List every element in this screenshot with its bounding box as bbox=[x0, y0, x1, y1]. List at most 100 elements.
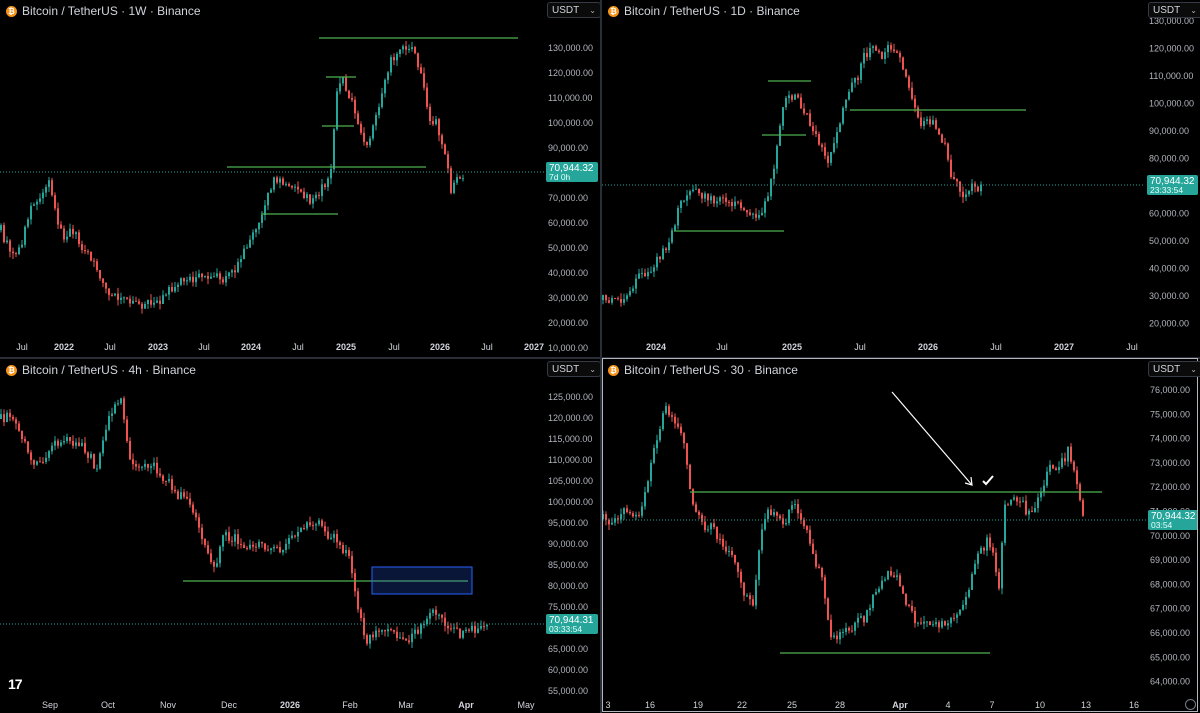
candle-body bbox=[45, 186, 47, 193]
candle-body bbox=[899, 575, 901, 587]
candle-body bbox=[456, 177, 458, 183]
chart-plot-1d[interactable]: 130,000.00 120,000.00 110,000.00 100,000.00… bbox=[602, 0, 1200, 357]
pane-divider-horizontal[interactable] bbox=[0, 357, 1200, 359]
symbol-header[interactable]: ₿ Bitcoin / TetherUS · 4h · Binance bbox=[6, 362, 196, 378]
symbol-header[interactable]: ₿ Bitcoin / TetherUS · 1D · Binance bbox=[608, 3, 800, 19]
candle-body bbox=[845, 627, 847, 632]
chevron-down-icon: ⌄ bbox=[1190, 5, 1197, 15]
candle-body bbox=[710, 523, 712, 530]
candle-body bbox=[15, 419, 17, 424]
x-axis-tick-label: 19 bbox=[693, 700, 703, 710]
candle-body bbox=[93, 454, 95, 469]
candle-body bbox=[414, 47, 416, 54]
candle-body bbox=[902, 57, 904, 70]
chart-plot-30m[interactable]: 76,000.00 75,000.00 74,000.00 73,000.00 72,0… bbox=[602, 359, 1200, 713]
price-tag bbox=[1147, 175, 1198, 195]
candle-body bbox=[174, 286, 176, 292]
currency-selector[interactable]: USDT ⌄ bbox=[547, 2, 600, 18]
candle-body bbox=[243, 544, 245, 548]
y-axis-tick-label: 60,000.00 bbox=[548, 665, 588, 675]
candle-body bbox=[632, 513, 634, 517]
candle-body bbox=[803, 108, 805, 114]
candle-body bbox=[300, 189, 302, 192]
candle-body bbox=[201, 273, 203, 278]
chart-plot-4h[interactable]: 125,000.00 120,000.00 115,000.00 110,000.00… bbox=[0, 359, 600, 713]
currency-selector[interactable]: USDT ⌄ bbox=[1148, 361, 1200, 377]
chart-title: Bitcoin / TetherUS · 1D · Binance bbox=[624, 4, 800, 18]
candle-body bbox=[435, 609, 437, 615]
candle-body bbox=[249, 239, 251, 248]
bitcoin-coin-icon: ₿ bbox=[608, 5, 619, 17]
candle-body bbox=[953, 617, 955, 619]
pane-divider-vertical[interactable] bbox=[600, 0, 602, 713]
currency-selector[interactable]: USDT ⌄ bbox=[547, 361, 600, 377]
candle-body bbox=[414, 629, 416, 634]
candle-body bbox=[210, 276, 212, 279]
x-axis-tick-label: 22 bbox=[737, 700, 747, 710]
candle-body bbox=[288, 183, 290, 186]
gear-icon[interactable] bbox=[1185, 699, 1196, 710]
candle-body bbox=[938, 622, 940, 628]
candle-body bbox=[878, 50, 880, 53]
candle-body bbox=[689, 191, 691, 196]
y-axis-tick-label: 130,000.00 bbox=[1149, 16, 1194, 26]
x-axis-tick-label: Jul bbox=[104, 342, 116, 352]
candle-body bbox=[647, 272, 649, 277]
y-axis-tick-label: 80,000.00 bbox=[1149, 154, 1189, 164]
candle-body bbox=[824, 577, 826, 599]
x-axis-tick-label: 16 bbox=[1129, 700, 1139, 710]
candle-body bbox=[983, 547, 985, 551]
symbol-header[interactable]: ₿ Bitcoin / TetherUS · 1W · Binance bbox=[6, 3, 201, 19]
candle-body bbox=[611, 298, 613, 303]
candle-body bbox=[725, 546, 727, 552]
candle-body bbox=[336, 533, 338, 543]
candle-body bbox=[725, 197, 727, 202]
candle-body bbox=[932, 624, 934, 626]
candle-body bbox=[177, 491, 179, 499]
candle-body bbox=[84, 250, 86, 252]
chart-pane-30m[interactable]: 76,000.00 75,000.00 74,000.00 73,000.00 72,0… bbox=[602, 359, 1200, 713]
candle-body bbox=[968, 589, 970, 597]
candle-body bbox=[857, 77, 859, 80]
candle-body bbox=[1013, 497, 1015, 500]
candle-body bbox=[237, 262, 239, 273]
candle-body bbox=[839, 123, 841, 133]
candle-body bbox=[1049, 464, 1051, 472]
candle-body bbox=[93, 260, 95, 262]
candle-body bbox=[971, 183, 973, 192]
candle-body bbox=[617, 298, 619, 300]
candle-body bbox=[956, 179, 958, 182]
candle-body bbox=[0, 414, 2, 419]
candle-body bbox=[321, 520, 323, 527]
candle-body bbox=[360, 609, 362, 619]
candle-body bbox=[453, 627, 455, 629]
candle-body bbox=[144, 463, 146, 467]
candle-body bbox=[408, 640, 410, 643]
candle-body bbox=[704, 193, 706, 199]
candle-body bbox=[638, 514, 640, 516]
currency-selector[interactable]: USDT ⌄ bbox=[1148, 2, 1200, 18]
chart-pane-1w[interactable]: 130,000.00 120,000.00 110,000.00 100,000.00… bbox=[0, 0, 600, 357]
chart-pane-4h[interactable]: 125,000.00 120,000.00 115,000.00 110,000.00… bbox=[0, 359, 600, 713]
candle-body bbox=[384, 630, 386, 632]
candle-body bbox=[348, 90, 350, 99]
candle-body bbox=[243, 248, 245, 260]
tradingview-logo-icon[interactable]: 17 bbox=[8, 676, 23, 692]
candle-body bbox=[0, 225, 2, 230]
chevron-down-icon: ⌄ bbox=[1190, 364, 1197, 374]
candle-body bbox=[941, 134, 943, 143]
candle-body bbox=[653, 267, 655, 272]
y-axis-tick-label: 90,000.00 bbox=[548, 143, 588, 153]
x-axis-tick-label: Jul bbox=[1126, 342, 1138, 352]
candle-body bbox=[417, 53, 419, 68]
symbol-header[interactable]: ₿ Bitcoin / TetherUS · 30 · Binance bbox=[608, 362, 798, 378]
candle-body bbox=[890, 45, 892, 50]
candle-body bbox=[345, 550, 347, 554]
y-axis-tick-label: 65,000.00 bbox=[1150, 652, 1190, 662]
chart-plot-1w[interactable]: 130,000.00 120,000.00 110,000.00 100,000.00… bbox=[0, 0, 600, 357]
price-tag-value: 70,944.32 bbox=[549, 163, 594, 174]
candle-body bbox=[626, 295, 628, 300]
candle-body bbox=[42, 192, 44, 199]
chart-pane-1d[interactable]: 130,000.00 120,000.00 110,000.00 100,000.00… bbox=[602, 0, 1200, 357]
candle-body bbox=[306, 522, 308, 529]
